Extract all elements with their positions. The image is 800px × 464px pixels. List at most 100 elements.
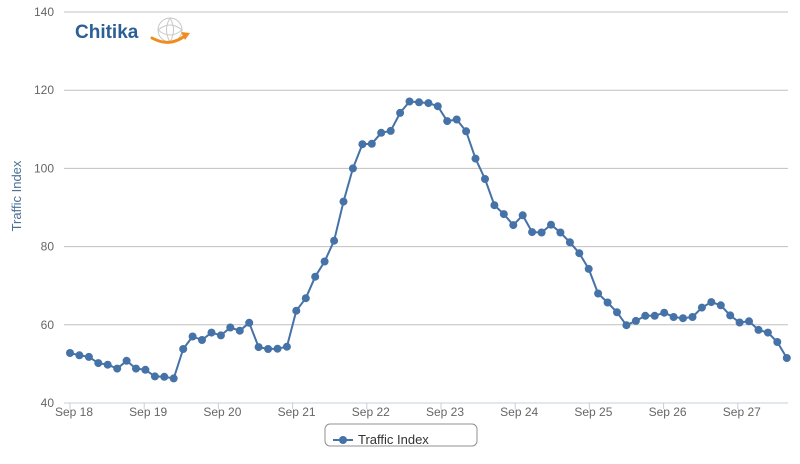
data-point[interactable] <box>150 372 159 381</box>
data-point[interactable] <box>216 331 225 340</box>
data-point[interactable] <box>169 374 178 383</box>
data-point[interactable] <box>537 228 546 237</box>
data-point[interactable] <box>254 343 263 352</box>
data-point[interactable] <box>528 228 537 237</box>
data-point[interactable] <box>226 323 235 332</box>
data-point[interactable] <box>330 236 339 245</box>
data-point[interactable] <box>518 211 527 220</box>
data-point[interactable] <box>509 221 518 230</box>
y-tick-label: 60 <box>41 318 55 332</box>
data-point[interactable] <box>773 338 782 346</box>
data-point[interactable] <box>452 115 461 124</box>
data-point[interactable] <box>179 345 188 353</box>
data-point[interactable] <box>301 294 310 303</box>
data-point[interactable] <box>198 336 206 344</box>
y-tick-label: 40 <box>41 396 55 410</box>
data-point[interactable] <box>499 210 508 219</box>
data-point[interactable] <box>405 97 414 106</box>
data-point[interactable] <box>613 308 621 317</box>
x-tick-label: Sep 26 <box>649 405 687 419</box>
data-point[interactable] <box>443 117 452 126</box>
data-point[interactable] <box>433 102 442 111</box>
data-point[interactable] <box>245 318 254 327</box>
x-tick-label: Sep 20 <box>203 405 241 419</box>
data-point[interactable] <box>669 313 678 321</box>
y-tick-label: 100 <box>34 161 54 175</box>
x-axis-tick-labels: Sep 18 Sep 19 Sep 20 Sep 21 Sep 22 Sep 23 Sep … <box>55 405 761 419</box>
data-point[interactable] <box>160 372 169 381</box>
data-point[interactable] <box>716 301 725 310</box>
y-tick-label: 80 <box>41 240 55 254</box>
data-point[interactable] <box>273 344 282 353</box>
data-point[interactable] <box>339 197 348 206</box>
y-axis-title: Traffic Index <box>9 160 24 231</box>
data-point[interactable] <box>650 311 659 320</box>
data-point[interactable] <box>547 220 555 229</box>
arrow-swoosh-icon <box>150 32 190 44</box>
data-point[interactable] <box>66 349 74 357</box>
data-point[interactable] <box>631 316 640 325</box>
data-point[interactable] <box>726 311 735 320</box>
data-point[interactable] <box>754 325 763 334</box>
data-point[interactable] <box>575 249 584 258</box>
data-point[interactable] <box>75 351 84 360</box>
data-point[interactable] <box>697 303 706 312</box>
data-point[interactable] <box>292 306 301 315</box>
data-point[interactable] <box>188 332 197 341</box>
data-point[interactable] <box>122 356 131 365</box>
data-point[interactable] <box>471 154 480 163</box>
y-tick-label: 140 <box>34 5 54 19</box>
data-point[interactable] <box>782 354 791 362</box>
legend-item-traffic-index[interactable]: Traffic Index <box>358 432 429 447</box>
data-point[interactable] <box>84 352 93 361</box>
data-point[interactable] <box>745 317 753 326</box>
data-point[interactable] <box>103 360 112 369</box>
x-tick-label: Sep 18 <box>55 405 93 419</box>
data-point[interactable] <box>386 126 395 135</box>
x-tick-label: Sep 23 <box>426 405 464 419</box>
data-point[interactable] <box>660 308 669 317</box>
x-tick-label: Sep 25 <box>574 405 612 419</box>
y-axis-tick-labels: 40 60 80 100 120 140 <box>34 5 54 410</box>
data-point[interactable] <box>141 365 150 374</box>
data-point[interactable] <box>603 298 612 307</box>
data-point[interactable] <box>132 364 140 373</box>
data-point[interactable] <box>707 298 716 307</box>
data-point[interactable] <box>594 289 603 298</box>
data-point[interactable] <box>367 139 376 148</box>
data-point[interactable] <box>490 201 499 210</box>
data-point[interactable] <box>565 238 574 247</box>
legend[interactable]: Traffic Index <box>324 423 478 447</box>
data-point[interactable] <box>763 328 772 337</box>
data-point[interactable] <box>320 257 329 266</box>
x-tick-label: Sep 24 <box>500 405 538 419</box>
data-point[interactable] <box>584 264 593 273</box>
data-point[interactable] <box>348 164 357 173</box>
data-point[interactable] <box>396 108 405 117</box>
legend-point-marker <box>339 436 347 444</box>
data-point[interactable] <box>622 321 631 330</box>
data-point[interactable] <box>556 228 565 237</box>
data-point[interactable] <box>641 311 650 320</box>
x-tick-label: Sep 19 <box>129 405 167 419</box>
data-point[interactable] <box>735 318 744 327</box>
data-point[interactable] <box>481 175 489 183</box>
data-point[interactable] <box>424 99 433 108</box>
x-tick-label: Sep 22 <box>352 405 390 419</box>
data-point[interactable] <box>311 272 320 281</box>
data-point[interactable] <box>282 342 291 351</box>
data-point[interactable] <box>235 326 244 335</box>
data-point[interactable] <box>94 359 103 368</box>
data-point[interactable] <box>358 140 367 149</box>
data-point[interactable] <box>113 364 122 373</box>
data-point[interactable] <box>264 345 273 353</box>
data-point[interactable] <box>377 128 386 137</box>
y-tick-label: 120 <box>34 83 54 97</box>
data-point[interactable] <box>462 127 471 136</box>
data-point[interactable] <box>688 313 697 321</box>
logo-wordmark: Chitika <box>75 22 139 43</box>
data-point[interactable] <box>415 98 423 107</box>
data-point[interactable] <box>207 328 216 337</box>
data-point[interactable] <box>679 314 687 323</box>
